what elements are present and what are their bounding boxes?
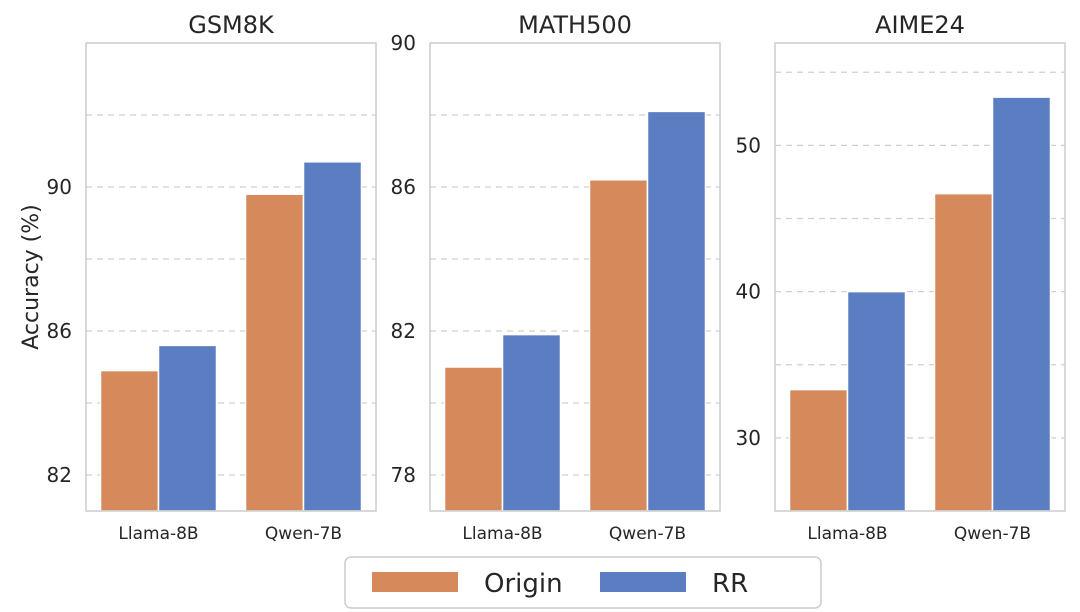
y-tick-label: 30 bbox=[736, 426, 761, 450]
x-tick-label: Llama-8B bbox=[462, 524, 542, 544]
bar-origin-qwen-7b bbox=[244, 193, 305, 512]
bar-origin-qwen-7b bbox=[933, 192, 994, 512]
y-tick-label: 82 bbox=[391, 319, 416, 343]
bar-origin-llama-8b bbox=[443, 366, 504, 512]
y-axis-label: Accuracy (%) bbox=[19, 204, 44, 350]
bar-rr-llama-8b bbox=[501, 333, 562, 512]
panel-gsm8k: Llama-8B Qwen-7B 82 86 90 GSM8K bbox=[47, 11, 377, 544]
y-tick-label: 78 bbox=[391, 463, 416, 487]
bar-rr-qwen-7b bbox=[646, 110, 707, 512]
x-tick-label: Qwen-7B bbox=[609, 524, 686, 544]
panel-aime24: Llama-8B Qwen-7B 30 40 50 AIME24 bbox=[736, 11, 1066, 544]
x-tick-label: Qwen-7B bbox=[265, 524, 342, 544]
y-tick-label: 40 bbox=[736, 280, 761, 304]
bar-rr-llama-8b bbox=[846, 290, 907, 512]
y-tick-label: 90 bbox=[47, 175, 72, 199]
legend: Origin RR bbox=[344, 556, 822, 609]
y-tick-label: 50 bbox=[736, 133, 761, 157]
legend-label-origin: Origin bbox=[484, 569, 563, 599]
panel-frame bbox=[85, 42, 377, 512]
bar-origin-qwen-7b bbox=[588, 179, 649, 512]
panel-title: MATH500 bbox=[518, 11, 632, 39]
panel-frame bbox=[429, 42, 721, 512]
bar-origin-llama-8b bbox=[788, 388, 849, 512]
x-tick-label: Qwen-7B bbox=[954, 524, 1031, 544]
legend-frame bbox=[344, 556, 822, 609]
y-tick-label: 90 bbox=[391, 31, 416, 55]
legend-label-rr: RR bbox=[712, 569, 748, 599]
panel-frame bbox=[774, 42, 1066, 512]
x-tick-label: Llama-8B bbox=[118, 524, 198, 544]
y-tick-label: 82 bbox=[47, 463, 72, 487]
bar-rr-qwen-7b bbox=[991, 96, 1052, 512]
panel-math500: Llama-8B Qwen-7B 78 82 86 90 MATH500 bbox=[391, 11, 721, 544]
panel-title: GSM8K bbox=[188, 11, 275, 39]
bar-origin-llama-8b bbox=[99, 369, 160, 512]
y-tick-label: 86 bbox=[391, 175, 416, 199]
panel-title: AIME24 bbox=[875, 11, 965, 39]
legend-swatch-rr bbox=[600, 572, 686, 592]
x-tick-label: Llama-8B bbox=[807, 524, 887, 544]
y-tick-label: 86 bbox=[47, 319, 72, 343]
legend-swatch-origin bbox=[372, 572, 458, 592]
panels: Llama-8B Qwen-7B 82 86 90 GSM8K Llama-8B Qwen-7… bbox=[47, 11, 1066, 544]
bar-rr-qwen-7b bbox=[302, 161, 363, 512]
bar-rr-llama-8b bbox=[157, 344, 218, 512]
